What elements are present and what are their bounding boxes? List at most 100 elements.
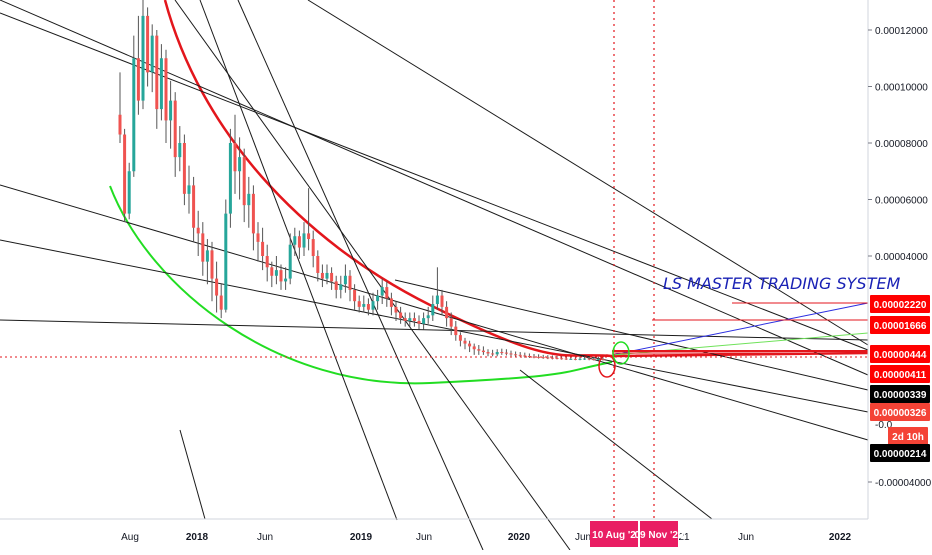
candle — [463, 337, 467, 350]
candle-body — [334, 281, 338, 290]
y-axis-tick-label: 0.00010000 — [875, 83, 928, 94]
candle — [454, 320, 458, 341]
candle — [537, 354, 541, 359]
candle-body — [394, 306, 398, 313]
candle-body — [477, 349, 481, 351]
candle — [458, 332, 462, 347]
candle — [150, 24, 154, 93]
candle — [500, 348, 504, 355]
candle — [541, 354, 545, 359]
candle-body — [196, 227, 200, 234]
x-date-marker: 10 Aug '2 — [590, 521, 638, 547]
candle — [403, 312, 407, 327]
candle-body — [118, 114, 122, 135]
candle-body — [371, 301, 375, 310]
candle — [353, 284, 357, 310]
candle-body — [224, 213, 228, 310]
candle — [601, 357, 605, 361]
price-tag-bg — [870, 345, 930, 363]
x-axis-tick-label: 2019 — [350, 532, 373, 543]
trend-line — [394, 279, 869, 391]
candle — [182, 134, 186, 206]
candle — [316, 250, 320, 282]
candle — [587, 356, 591, 361]
candle — [339, 275, 343, 299]
price-tag-label: 0.00002220 — [874, 300, 927, 311]
candle-body — [389, 298, 393, 307]
candle — [187, 165, 191, 214]
y-axis-tick-label: 0.00004000 — [875, 252, 928, 263]
price-tag-label: 0.00000411 — [874, 370, 927, 381]
candle-body — [587, 358, 591, 360]
x-date-marker-label: 09 Nov '20 — [634, 530, 684, 541]
candle — [477, 344, 481, 355]
candle-body — [219, 295, 223, 310]
candle-body — [330, 272, 334, 282]
candle — [504, 349, 508, 356]
candle — [343, 264, 347, 293]
candle-body — [155, 35, 159, 110]
candle — [146, 7, 150, 87]
candle-body — [440, 295, 444, 307]
price-tag-label: 0.00000339 — [874, 390, 927, 401]
candle — [307, 188, 311, 251]
price-tag-label: 0.00000444 — [874, 350, 927, 361]
x-axis-tick-label: 2018 — [186, 532, 209, 543]
candle — [334, 275, 338, 299]
candle-body — [242, 157, 246, 206]
candle — [583, 356, 587, 360]
candle-body — [178, 143, 182, 158]
trend-line — [519, 369, 713, 520]
candle — [274, 256, 278, 285]
y-axis-tick-label: 0.00006000 — [875, 196, 928, 207]
candle — [173, 92, 177, 177]
candle-body — [504, 352, 508, 354]
candle-body — [399, 312, 403, 319]
candle — [592, 357, 596, 361]
candle-body — [261, 241, 265, 256]
candle — [357, 295, 361, 313]
candle — [435, 267, 439, 310]
candle-body — [320, 272, 324, 279]
candle — [205, 239, 209, 285]
candle-body — [279, 270, 283, 282]
candle-body — [417, 320, 421, 324]
candle — [514, 351, 518, 357]
candle — [389, 292, 393, 316]
candle-body — [201, 233, 205, 262]
price-tag-label: 0.00001666 — [874, 321, 927, 332]
candle-body — [385, 287, 389, 299]
candle-body — [233, 143, 237, 172]
candle-body — [523, 355, 527, 357]
candle-body — [210, 250, 214, 279]
candle — [495, 349, 499, 357]
price-tag-bg — [870, 365, 930, 383]
candle-body — [573, 358, 577, 360]
candle — [132, 35, 136, 177]
price-tag-bg — [870, 316, 930, 334]
candle-body — [403, 318, 407, 321]
candle — [509, 350, 513, 357]
price-tag-label: 0.00000214 — [874, 449, 927, 460]
candle — [284, 267, 288, 290]
candle — [408, 312, 412, 327]
candle — [449, 312, 453, 336]
price-tag: 0.00000339 — [870, 385, 930, 403]
y-axis-tick-label: -0.00004000 — [875, 478, 932, 489]
price-tag: 0.00000444 — [870, 345, 930, 363]
candle-body — [380, 287, 384, 296]
candle — [325, 264, 329, 285]
candle-body — [339, 284, 343, 290]
candle-body — [353, 289, 357, 302]
price-tag-label: 2d 10h — [892, 432, 924, 443]
candle — [233, 114, 237, 194]
trend-line — [0, 12, 869, 351]
candle — [348, 270, 352, 302]
candle-body — [541, 357, 545, 359]
candle-body — [357, 301, 361, 307]
candle-body — [596, 359, 600, 361]
candle — [302, 222, 306, 256]
red-decay-curve — [163, 0, 869, 358]
